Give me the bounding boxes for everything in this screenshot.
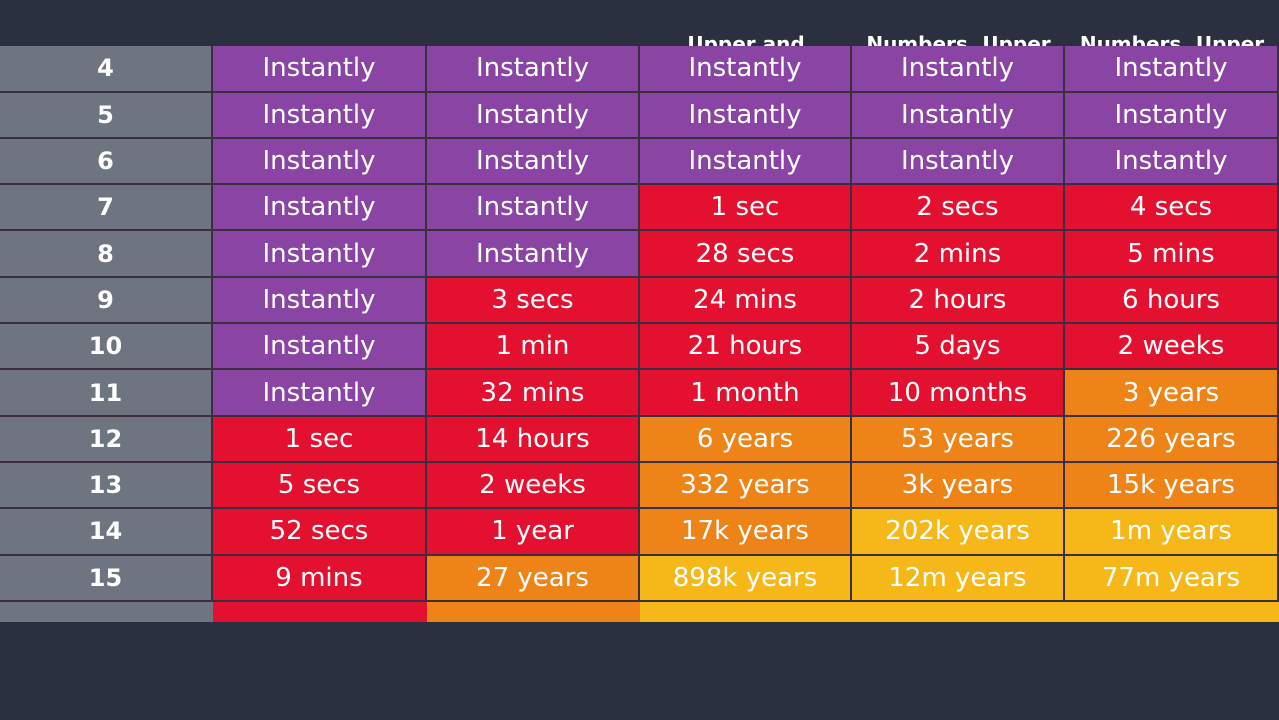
cell: 1 min [427,324,640,371]
cell: 898k years [640,555,852,602]
cell: 5 secs [213,462,427,510]
cell: Instantly [213,138,427,186]
cell: 1 sec [640,185,852,232]
cell: 2 weeks [427,462,640,510]
cell: Instantly [213,46,427,93]
cell: 24 mins [640,277,852,325]
password-table: Number of CharactersNumbers OnlyLowercas… [0,31,1279,602]
row-label: 15 [0,555,213,602]
cell: Instantly [640,138,852,186]
cell: 3 years [1065,370,1279,417]
row-label: 5 [0,92,213,139]
cell: Instantly [213,324,427,371]
cell: 4 secs [1065,185,1279,232]
cell: Instantly [1065,46,1279,93]
cell [0,601,213,622]
cell [640,601,852,622]
row-label: 13 [0,462,213,510]
cell: 2 mins [852,231,1065,278]
cell [1065,601,1279,622]
cell: Instantly [640,46,852,93]
cut-off-row [0,601,1279,622]
row-label: 10 [0,324,213,371]
cell: 15k years [1065,462,1279,510]
cell: 226 years [1065,416,1279,463]
cell: 1m years [1065,509,1279,556]
cell: 32 mins [427,370,640,417]
cell: Instantly [213,277,427,325]
cell: Instantly [1065,138,1279,186]
cell: 53 years [852,416,1065,463]
cell: 2 weeks [1065,324,1279,371]
cell: 21 hours [640,324,852,371]
cell: Instantly [852,138,1065,186]
cell: 9 mins [213,555,427,602]
cell: Instantly [427,92,640,139]
cell: Instantly [427,185,640,232]
cell: 2 hours [852,277,1065,325]
cell: Instantly [213,231,427,278]
cell: Instantly [213,370,427,417]
cell: Instantly [852,92,1065,139]
cell: 5 mins [1065,231,1279,278]
cell: Instantly [427,138,640,186]
cell: 3k years [852,462,1065,510]
cell [427,601,640,622]
cell: Instantly [640,92,852,139]
cell: 1 month [640,370,852,417]
cell: Instantly [427,231,640,278]
row-label: 6 [0,138,213,186]
row-label: 4 [0,46,213,93]
row-label: 7 [0,185,213,232]
cell: 27 years [427,555,640,602]
cell: Instantly [852,46,1065,93]
cell: 52 secs [213,509,427,556]
row-label: 11 [0,370,213,417]
cell: 28 secs [640,231,852,278]
row-label: 8 [0,231,213,278]
cell: 3 secs [427,277,640,325]
cell: 12m years [852,555,1065,602]
cell: 77m years [1065,555,1279,602]
cell: 1 sec [213,416,427,463]
row-label: 12 [0,416,213,463]
cell: 6 years [640,416,852,463]
cell: Instantly [1065,92,1279,139]
cell: 202k years [852,509,1065,556]
cell: 17k years [640,509,852,556]
cell: 2 secs [852,185,1065,232]
cell: Instantly [213,92,427,139]
cell [213,601,427,622]
cell: 332 years [640,462,852,510]
cell: 1 year [427,509,640,556]
cell: 6 hours [1065,277,1279,325]
cell: Instantly [213,185,427,232]
cell: Instantly [427,46,640,93]
cell: 5 days [852,324,1065,371]
cell: 14 hours [427,416,640,463]
row-label: 14 [0,509,213,556]
cell [852,601,1065,622]
row-label: 9 [0,277,213,325]
cell: 10 months [852,370,1065,417]
